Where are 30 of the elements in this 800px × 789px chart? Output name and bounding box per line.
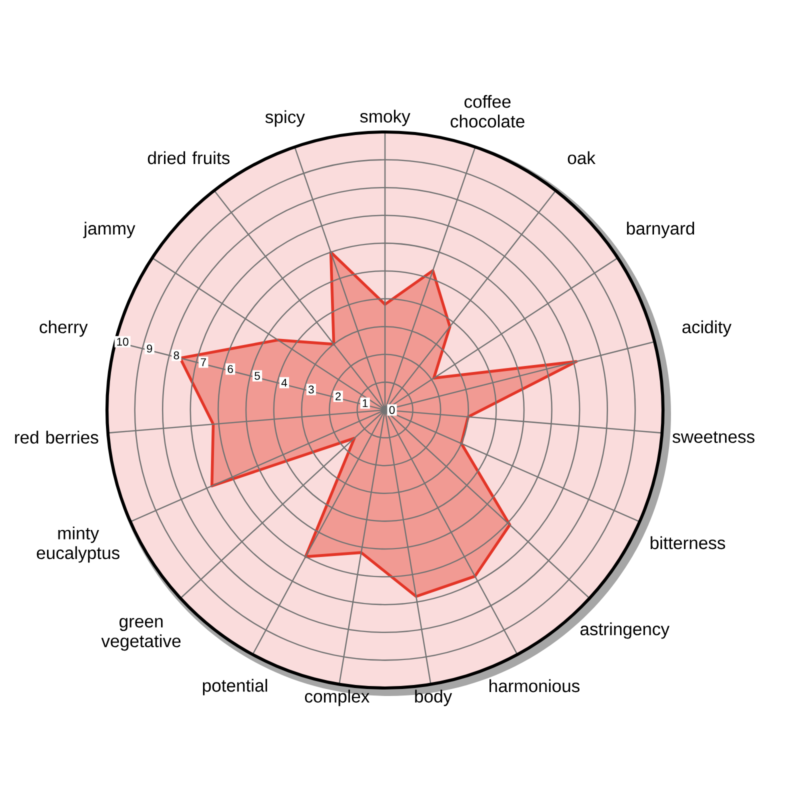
y-tick-label: 5	[254, 372, 260, 380]
y-tick-label: 2	[336, 392, 341, 400]
spoke-label: cherry	[40, 320, 88, 337]
spoke-label: barnyard	[626, 222, 694, 238]
spoke-label: astringency	[580, 622, 670, 639]
y-tick-label: 8	[174, 351, 180, 360]
spoke-label: spicy	[265, 110, 305, 127]
y-tick-label: 10	[117, 338, 128, 346]
y-tick-label: 1	[362, 399, 368, 408]
y-tick-label: 0	[389, 406, 395, 414]
y-tick-label: 3	[308, 386, 314, 394]
spoke-label: acidity	[682, 320, 732, 337]
y-tick-label: 6	[228, 365, 233, 374]
y-tick-label: 7	[200, 358, 206, 366]
spoke-label: bitterness	[650, 536, 726, 550]
spoke-label: minty eucalyptus	[36, 526, 120, 563]
spoke-label: dried fruits	[148, 151, 230, 164]
spoke-label: jammy	[83, 222, 136, 238]
spoke-label: complex	[304, 690, 370, 706]
y-tick-label: 4	[281, 378, 288, 387]
spoke-label: red berries	[15, 430, 98, 444]
spoke-label: body	[415, 690, 452, 706]
spoke-label: coffee chocolate	[450, 94, 524, 128]
spoke-label: smoky	[360, 110, 410, 126]
spoke-label: oak	[568, 151, 596, 164]
spoke-label: harmonious	[490, 679, 580, 692]
spoke-label: sweetness	[672, 431, 754, 443]
spoke-label: potential	[202, 678, 268, 696]
spoke-label: green vegetative	[101, 618, 181, 651]
y-tick-label: 9	[146, 344, 152, 353]
